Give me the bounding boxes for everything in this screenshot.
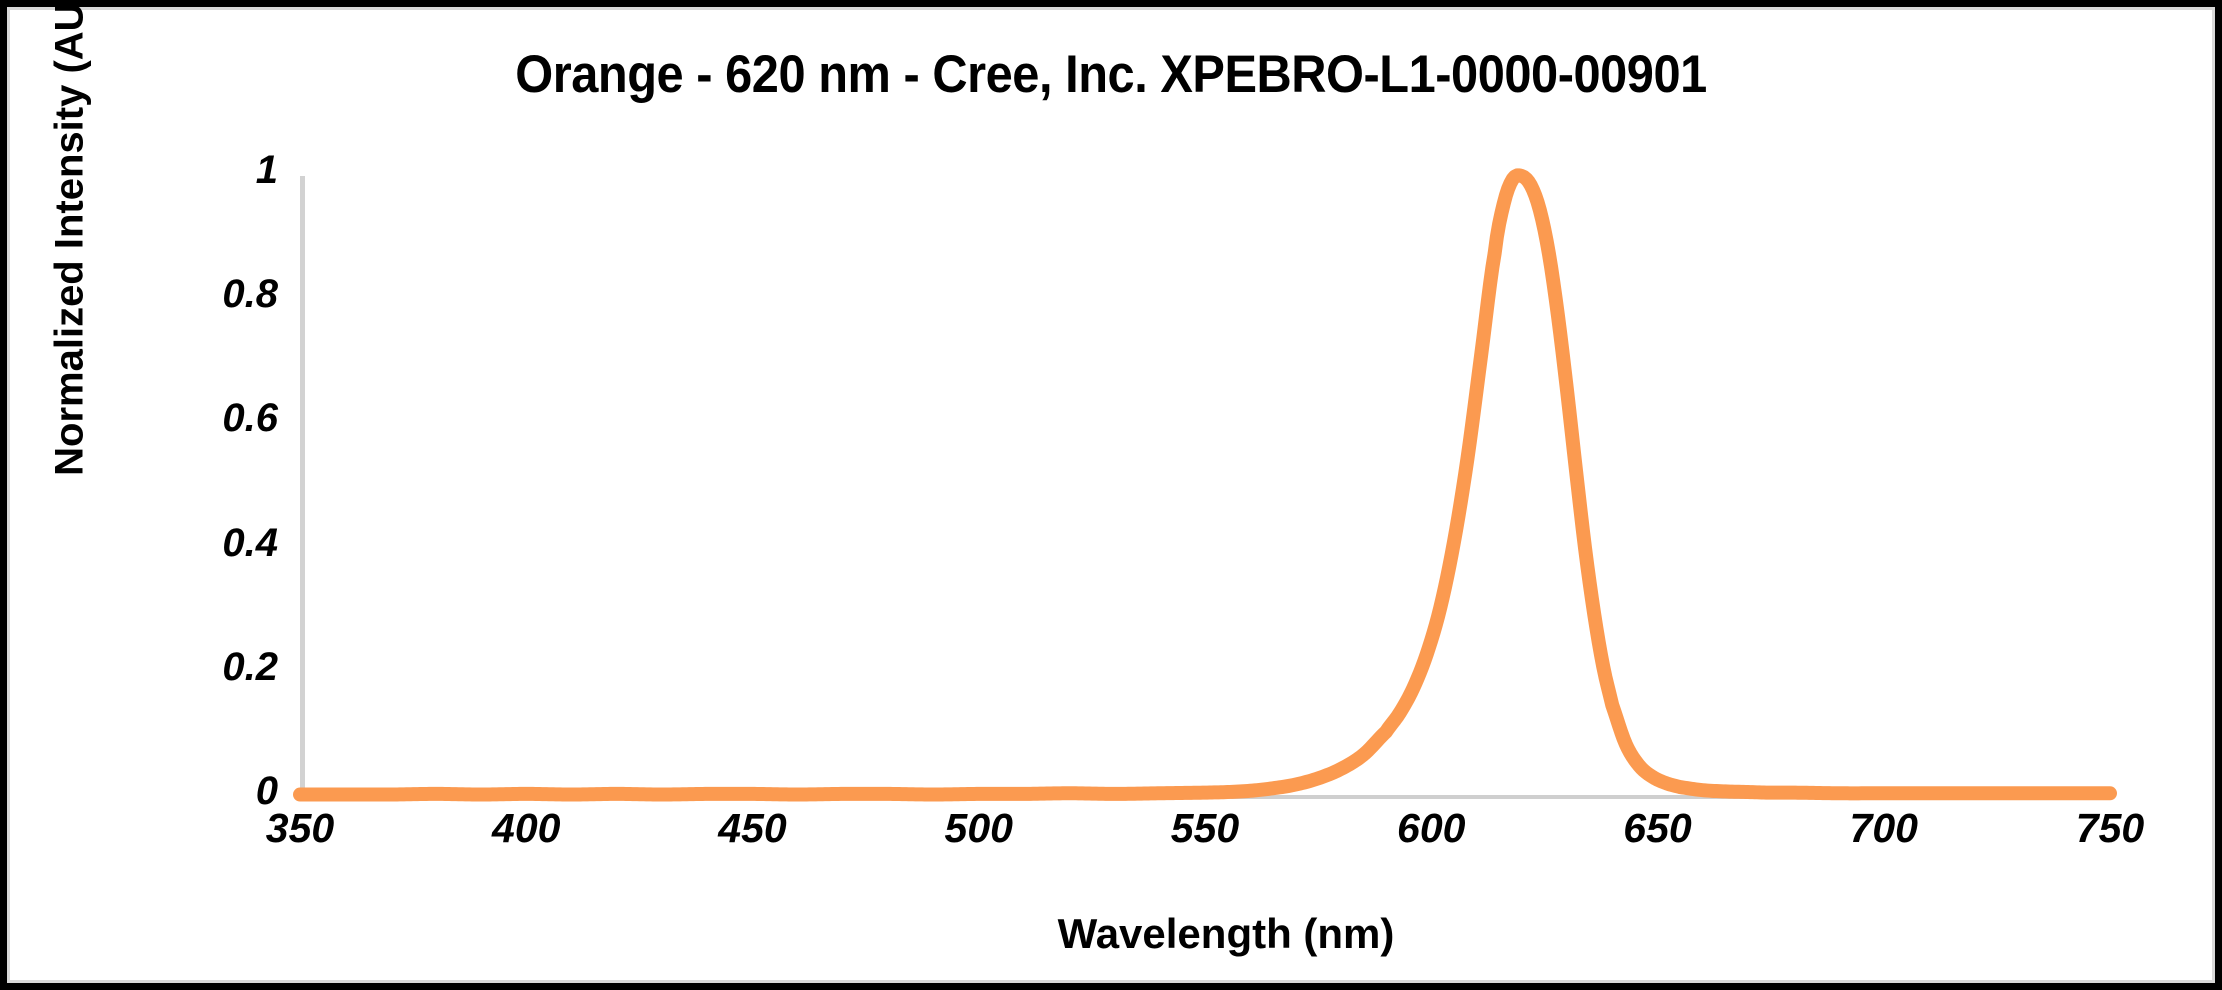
chart-inner-panel: Orange - 620 nm - Cree, Inc. XPEBRO-L1-0… <box>7 7 2215 983</box>
x-tick-label: 550 <box>1170 805 1240 851</box>
x-axis-tick-labels: 350 400 450 500 550 600 650 700 750 <box>10 10 2215 983</box>
x-tick-label: 700 <box>1849 805 1918 851</box>
x-tick-label: 650 <box>1623 805 1692 851</box>
x-tick-label: 450 <box>718 805 787 851</box>
y-axis-tick-labels: 1 0.8 0.6 0.4 0.2 0 <box>160 10 278 983</box>
y-tick-label: 0 <box>255 769 278 813</box>
y-tick-label: 0.6 <box>222 396 278 441</box>
plot-area <box>293 168 2117 802</box>
y-tick-label: 1 <box>255 148 278 192</box>
x-tick-label: 350 <box>265 805 335 851</box>
y-tick-label: 0.8 <box>222 272 278 317</box>
y-tick-label: 0.2 <box>222 644 278 689</box>
x-tick-label: 750 <box>2075 805 2145 851</box>
spectrum-line <box>293 168 2117 802</box>
y-axis-line <box>300 176 305 797</box>
spectrum-curve <box>293 168 2117 802</box>
x-axis-title: Wavelength (nm) <box>1057 910 1395 957</box>
x-tick-label: 400 <box>492 805 561 851</box>
y-tick-label: 0.4 <box>222 520 278 565</box>
x-tick-label: 600 <box>1397 805 1466 851</box>
x-tick-label: 500 <box>944 805 1013 851</box>
chart-title: Orange - 620 nm - Cree, Inc. XPEBRO-L1-0… <box>515 45 1707 104</box>
